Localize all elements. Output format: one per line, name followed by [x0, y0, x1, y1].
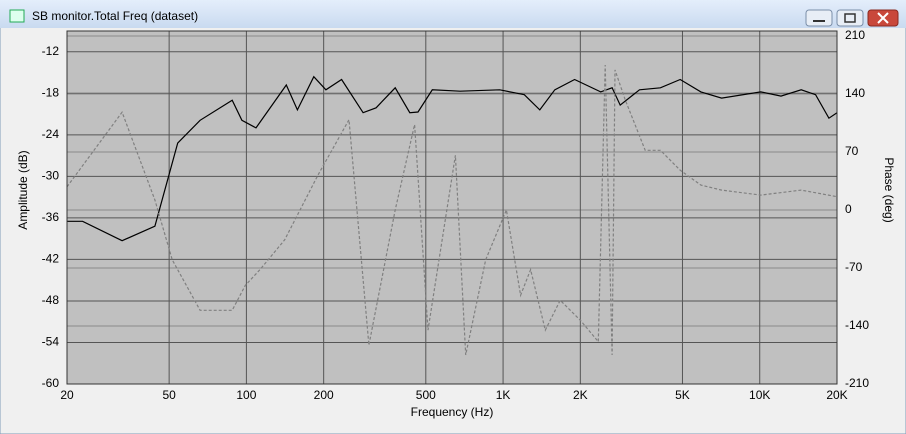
y-tick-label: -42	[42, 252, 60, 266]
y-tick-label: -60	[42, 376, 60, 390]
y-tick-label: -36	[42, 210, 60, 224]
maximize-glyph	[844, 13, 856, 23]
y2-tick-label: 0	[845, 202, 852, 216]
x-tick-label: 500	[416, 388, 436, 402]
y2-tick-label: -140	[845, 318, 869, 332]
data-line	[67, 75, 838, 242]
x-axis-label: Frequency (Hz)	[411, 405, 494, 419]
x-tick-label: 2K	[573, 388, 588, 402]
y-tick-label: -48	[42, 293, 60, 307]
y-tick-label: -12	[42, 44, 60, 58]
y2-tick-label: -70	[845, 260, 863, 274]
x-tick-label: 100	[236, 388, 256, 402]
data-line	[66, 64, 838, 356]
x-tick-label: 5K	[675, 388, 690, 402]
close-glyph	[877, 12, 889, 24]
window-title: SB monitor.Total Freq (dataset)	[32, 9, 198, 23]
plot-border	[66, 30, 838, 385]
minimize-button[interactable]	[805, 9, 833, 27]
y-tick-label: -18	[42, 85, 60, 99]
y-tick-label: -54	[42, 335, 60, 349]
y-tick-label: -24	[42, 127, 60, 141]
y2-tick-label: 140	[845, 86, 865, 100]
y2-tick-label: 210	[845, 28, 865, 42]
x-tick-label: 50	[162, 388, 176, 402]
y-axis-label: Amplitude (dB)	[16, 150, 30, 229]
y2-tick-label: 70	[845, 144, 859, 158]
y2-axis-label: Phase (deg)	[882, 157, 896, 222]
maximize-button[interactable]	[836, 9, 864, 27]
x-tick-label: 20K	[826, 388, 847, 402]
x-tick-label: 20	[60, 388, 74, 402]
x-tick-label: 10K	[749, 388, 770, 402]
title-bar	[0, 0, 906, 28]
x-tick-label: 1K	[496, 388, 511, 402]
y2-tick-label: -210	[845, 376, 869, 390]
y-tick-label: -30	[42, 169, 60, 183]
window-icon	[9, 9, 25, 23]
x-tick-label: 200	[314, 388, 334, 402]
plot-area	[67, 31, 837, 384]
